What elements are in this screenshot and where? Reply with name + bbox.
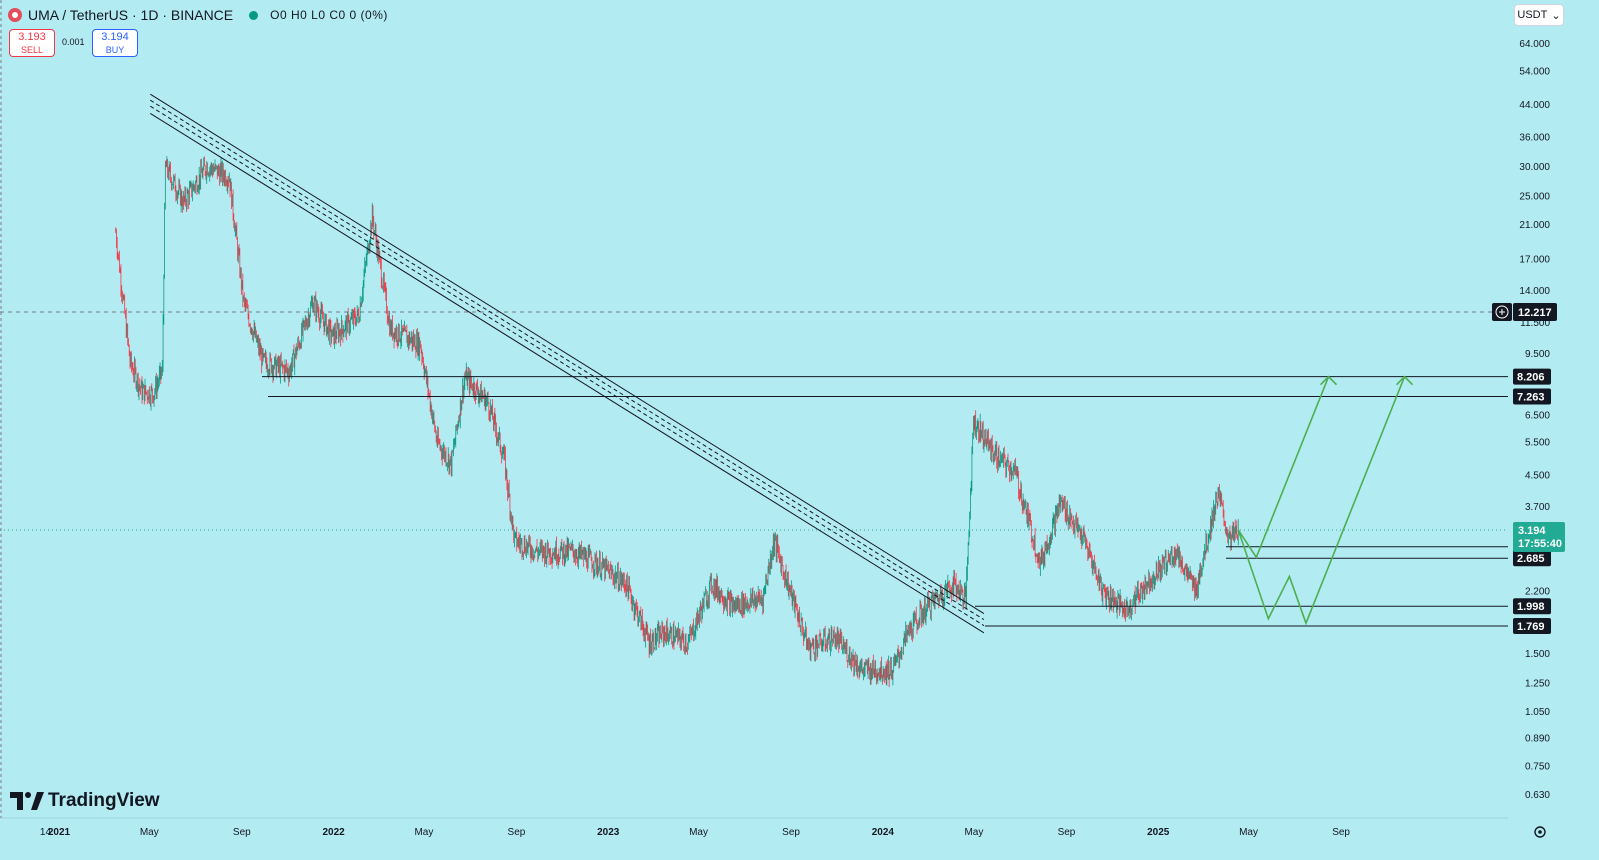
- x-tick-label: Sep: [1332, 827, 1350, 838]
- x-tick-label: 2024: [872, 827, 895, 838]
- x-tick-label: May: [140, 827, 159, 838]
- y-tick-label: 17.000: [1519, 254, 1550, 265]
- level-tag: [1513, 618, 1551, 634]
- x-tick-label: Sep: [782, 827, 800, 838]
- level-tag: [1513, 598, 1551, 615]
- candles: [115, 156, 1239, 688]
- x-tick-label: May: [689, 827, 708, 838]
- level-tag-label: 8.206: [1517, 372, 1545, 384]
- sell-label: SELL: [20, 45, 44, 55]
- projection-path: [1237, 376, 1406, 626]
- y-tick-label: 54.000: [1519, 67, 1550, 78]
- level-tag-label: 2.685: [1517, 553, 1545, 565]
- chart-header: UMA / TetherUS · 1D · BINANCE O0 H0 L0 C…: [8, 5, 388, 25]
- x-tick-label: 2025: [1147, 827, 1170, 838]
- x-tick-label: May: [964, 827, 983, 838]
- y-tick-label: 30.000: [1519, 162, 1550, 173]
- trend-channel-line: [150, 105, 985, 627]
- current-price-tag: [1513, 521, 1565, 552]
- currency-label: USDT: [1517, 9, 1548, 21]
- y-tick-label: 1.050: [1525, 707, 1550, 718]
- y-tick-label: 5.500: [1525, 438, 1550, 449]
- y-tick-label: 3.700: [1525, 502, 1550, 513]
- level-tag: [1513, 388, 1551, 405]
- crosshair-price-tag: [1513, 303, 1557, 321]
- projection-path: [1237, 376, 1330, 560]
- tradingview-mark-icon: [10, 792, 44, 810]
- x-tick-label: 2021: [48, 827, 71, 838]
- spread-value: 0.001: [62, 37, 85, 47]
- y-tick-label: 9.500: [1525, 349, 1550, 360]
- level-tag-label: 1.769: [1517, 621, 1545, 633]
- y-tick-label: 6.500: [1525, 411, 1550, 422]
- y-tick-label: 25.000: [1519, 192, 1550, 203]
- price-axis: [1508, 0, 1599, 860]
- sell-price: 3.193: [18, 31, 46, 43]
- y-tick-label: 2.200: [1525, 587, 1550, 598]
- gear-icon: [1534, 826, 1546, 838]
- x-tick-label: Sep: [508, 827, 526, 838]
- symbol-title[interactable]: UMA / TetherUS · 1D · BINANCE: [28, 7, 234, 23]
- tradingview-logo[interactable]: TradingView: [10, 790, 160, 812]
- level-tag-label: 1.998: [1517, 601, 1545, 613]
- y-tick-label: 11.500: [1520, 318, 1550, 329]
- y-tick-label: 21.000: [1519, 220, 1550, 231]
- uma-logo-icon: [8, 8, 22, 22]
- projection-arrowhead: [1319, 375, 1338, 386]
- x-tick-label: Sep: [1058, 827, 1076, 838]
- y-tick-label: 0.630: [1525, 790, 1550, 801]
- countdown-label: 17:55:40: [1518, 538, 1562, 550]
- plus-icon: [1495, 305, 1509, 319]
- trend-channel-line: [150, 99, 985, 621]
- x-tick-label: May: [414, 827, 433, 838]
- level-tag: [1513, 550, 1551, 567]
- buy-price: 3.194: [101, 31, 129, 43]
- x-tick-label: 2023: [597, 827, 620, 838]
- y-tick-label: 14.000: [1519, 286, 1550, 297]
- y-tick-label: 36.000: [1519, 132, 1550, 143]
- buy-button[interactable]: 3.194 BUY: [92, 29, 138, 57]
- chevron-down-icon: ⌄: [1551, 9, 1561, 22]
- buy-label: BUY: [105, 45, 125, 55]
- y-tick-label: 1.250: [1525, 678, 1550, 689]
- trend-channel-line: [150, 93, 985, 615]
- y-tick-label: 4.500: [1525, 470, 1550, 481]
- gear-icon-center: [1538, 830, 1542, 834]
- y-tick-label: 64.000: [1519, 39, 1550, 50]
- projection-arrowhead: [1395, 375, 1414, 386]
- y-tick-label: 1.500: [1525, 649, 1550, 660]
- y-tick-label: 0.750: [1525, 761, 1550, 772]
- x-tick-label: 14: [40, 827, 52, 838]
- trend-channel-line: [150, 112, 985, 634]
- y-tick-label: 44.000: [1519, 100, 1550, 111]
- current-price-label: 3.194: [1518, 525, 1546, 537]
- level-tag-label: 7.263: [1517, 392, 1545, 404]
- x-tick-label: 2022: [323, 827, 346, 838]
- sell-button[interactable]: 3.193 SELL: [9, 29, 55, 57]
- currency-selector[interactable]: USDT ⌄: [1514, 4, 1564, 26]
- y-tick-label: 0.890: [1525, 734, 1550, 745]
- x-tick-label: May: [1239, 827, 1258, 838]
- x-tick-label: Sep: [233, 827, 251, 838]
- market-status-icon: [249, 10, 259, 20]
- logo-text: TradingView: [48, 790, 160, 811]
- ohlc-values: O0 H0 L0 C0 0 (0%): [270, 8, 388, 22]
- level-tag: [1513, 368, 1551, 385]
- crosshair-price-label: 12.217: [1518, 307, 1552, 319]
